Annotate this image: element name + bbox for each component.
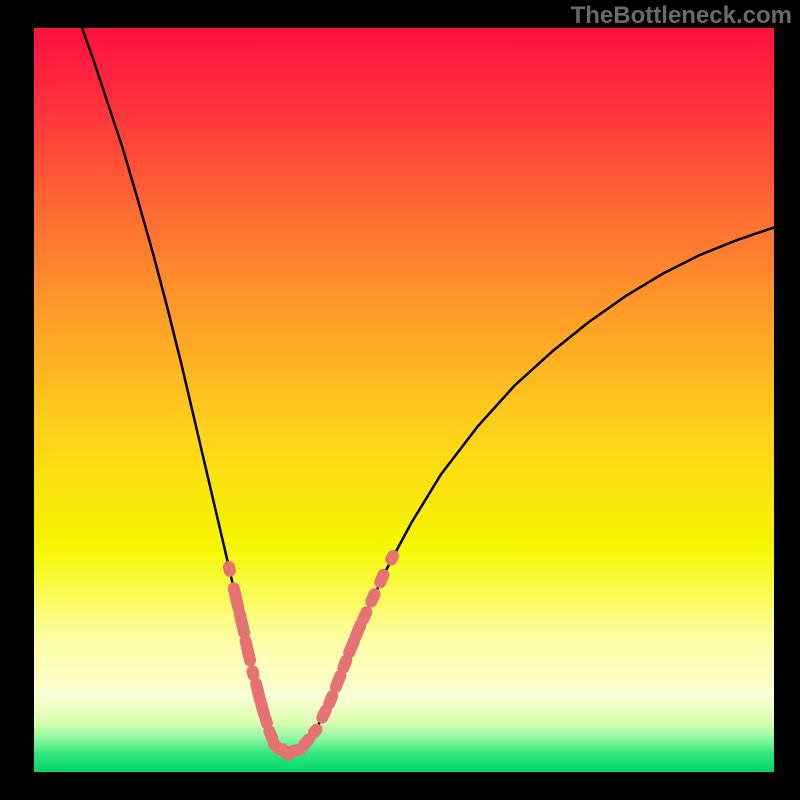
gradient-background: [34, 28, 774, 772]
chart-svg: [34, 28, 774, 772]
bottleneck-chart: [34, 28, 774, 772]
frame: TheBottleneck.com: [0, 0, 800, 800]
watermark-text: TheBottleneck.com: [571, 2, 792, 30]
